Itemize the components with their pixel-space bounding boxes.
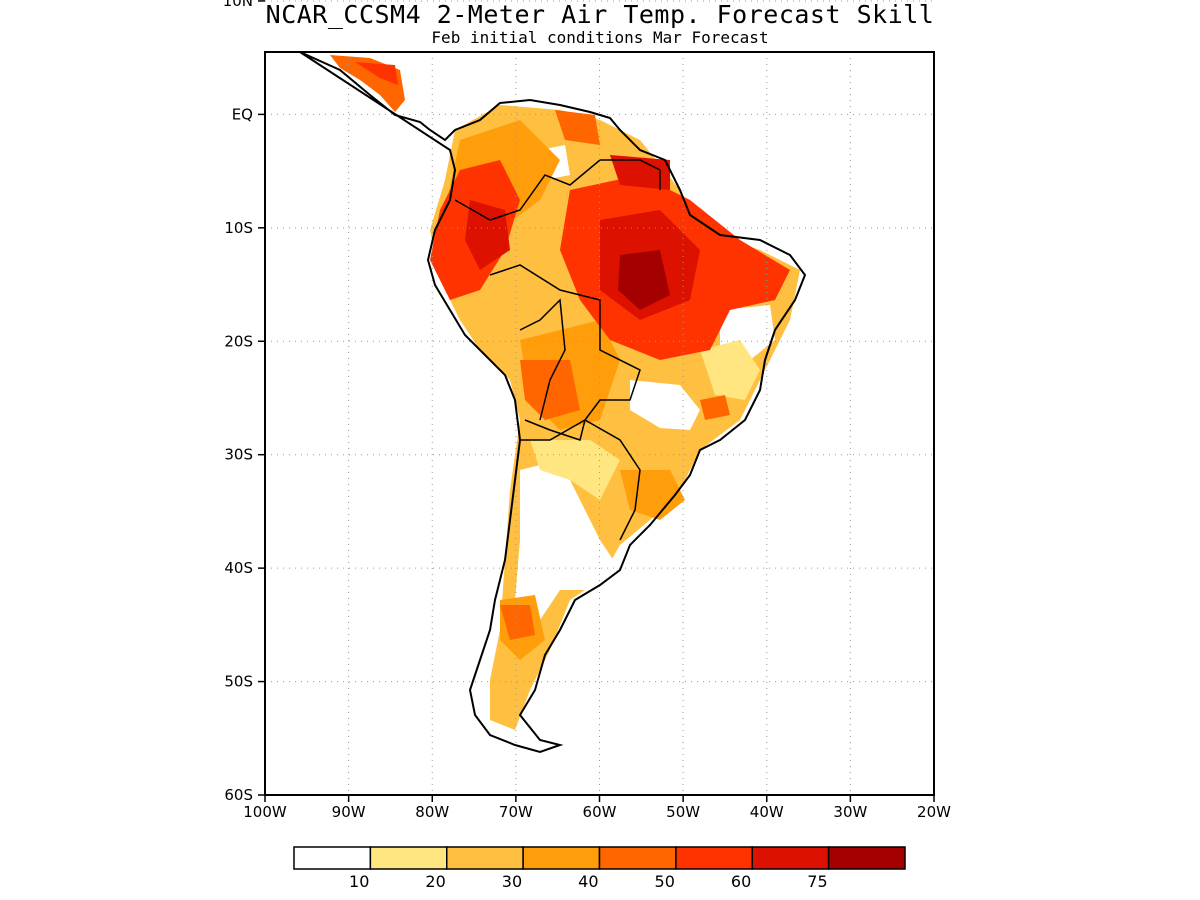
colorbar-swatch [675, 846, 753, 870]
colorbar-swatch [522, 846, 601, 870]
colorbar-label: 50 [655, 872, 675, 891]
lat-tick-label: 10S [224, 219, 253, 237]
chart-title: NCAR_CCSM4 2-Meter Air Temp. Forecast Sk… [265, 0, 935, 29]
colorbar-label: 75 [807, 872, 827, 891]
colorbar-label: 60 [731, 872, 751, 891]
colorbar-label: 20 [425, 872, 445, 891]
shade-max-skill [618, 250, 670, 310]
lon-tick-label: 90W [332, 803, 366, 821]
lon-tick-label: 30W [833, 803, 867, 821]
lon-tick-label: 20W [917, 803, 951, 821]
skill-shading [330, 55, 800, 730]
colorbar: 10 20 30 40 50 60 75 [293, 846, 906, 891]
colorbar-swatch [827, 846, 906, 870]
colorbar-swatch [446, 846, 524, 870]
lat-tick-label: 20S [224, 332, 253, 350]
colorbar-swatch [598, 846, 677, 870]
shade-white-south [515, 460, 620, 640]
lat-tick-label: EQ [232, 105, 253, 123]
lat-tick-label: 10N [223, 0, 253, 10]
chart-subtitle: Feb initial conditions Mar Forecast [431, 28, 769, 47]
lon-tick-label: 50W [666, 803, 700, 821]
colorbar-swatch [293, 846, 372, 870]
lat-axis: 10N EQ 10S 20S 30S 40S 50S 60S [223, 0, 265, 804]
lat-tick-label: 40S [224, 559, 253, 577]
lon-tick-label: 100W [243, 803, 287, 821]
lat-tick-label: 50S [224, 673, 253, 691]
lon-tick-label: 70W [499, 803, 533, 821]
lat-tick-label: 60S [224, 786, 253, 804]
country-borders [454, 159, 661, 541]
coastline [299, 52, 807, 754]
colorbar-label: 40 [578, 872, 598, 891]
lon-tick-label: 60W [583, 803, 617, 821]
lon-tick-label: 80W [415, 803, 449, 821]
colorbar-swatch [751, 846, 830, 870]
colorbar-label: 10 [349, 872, 369, 891]
colorbar-label: 30 [502, 872, 522, 891]
lon-axis: 100W 90W 80W 70W 60W 50W 40W 30W 20W [243, 795, 951, 821]
lat-tick-label: 30S [224, 446, 253, 464]
lon-tick-label: 40W [750, 803, 784, 821]
colorbar-swatch [369, 846, 448, 870]
